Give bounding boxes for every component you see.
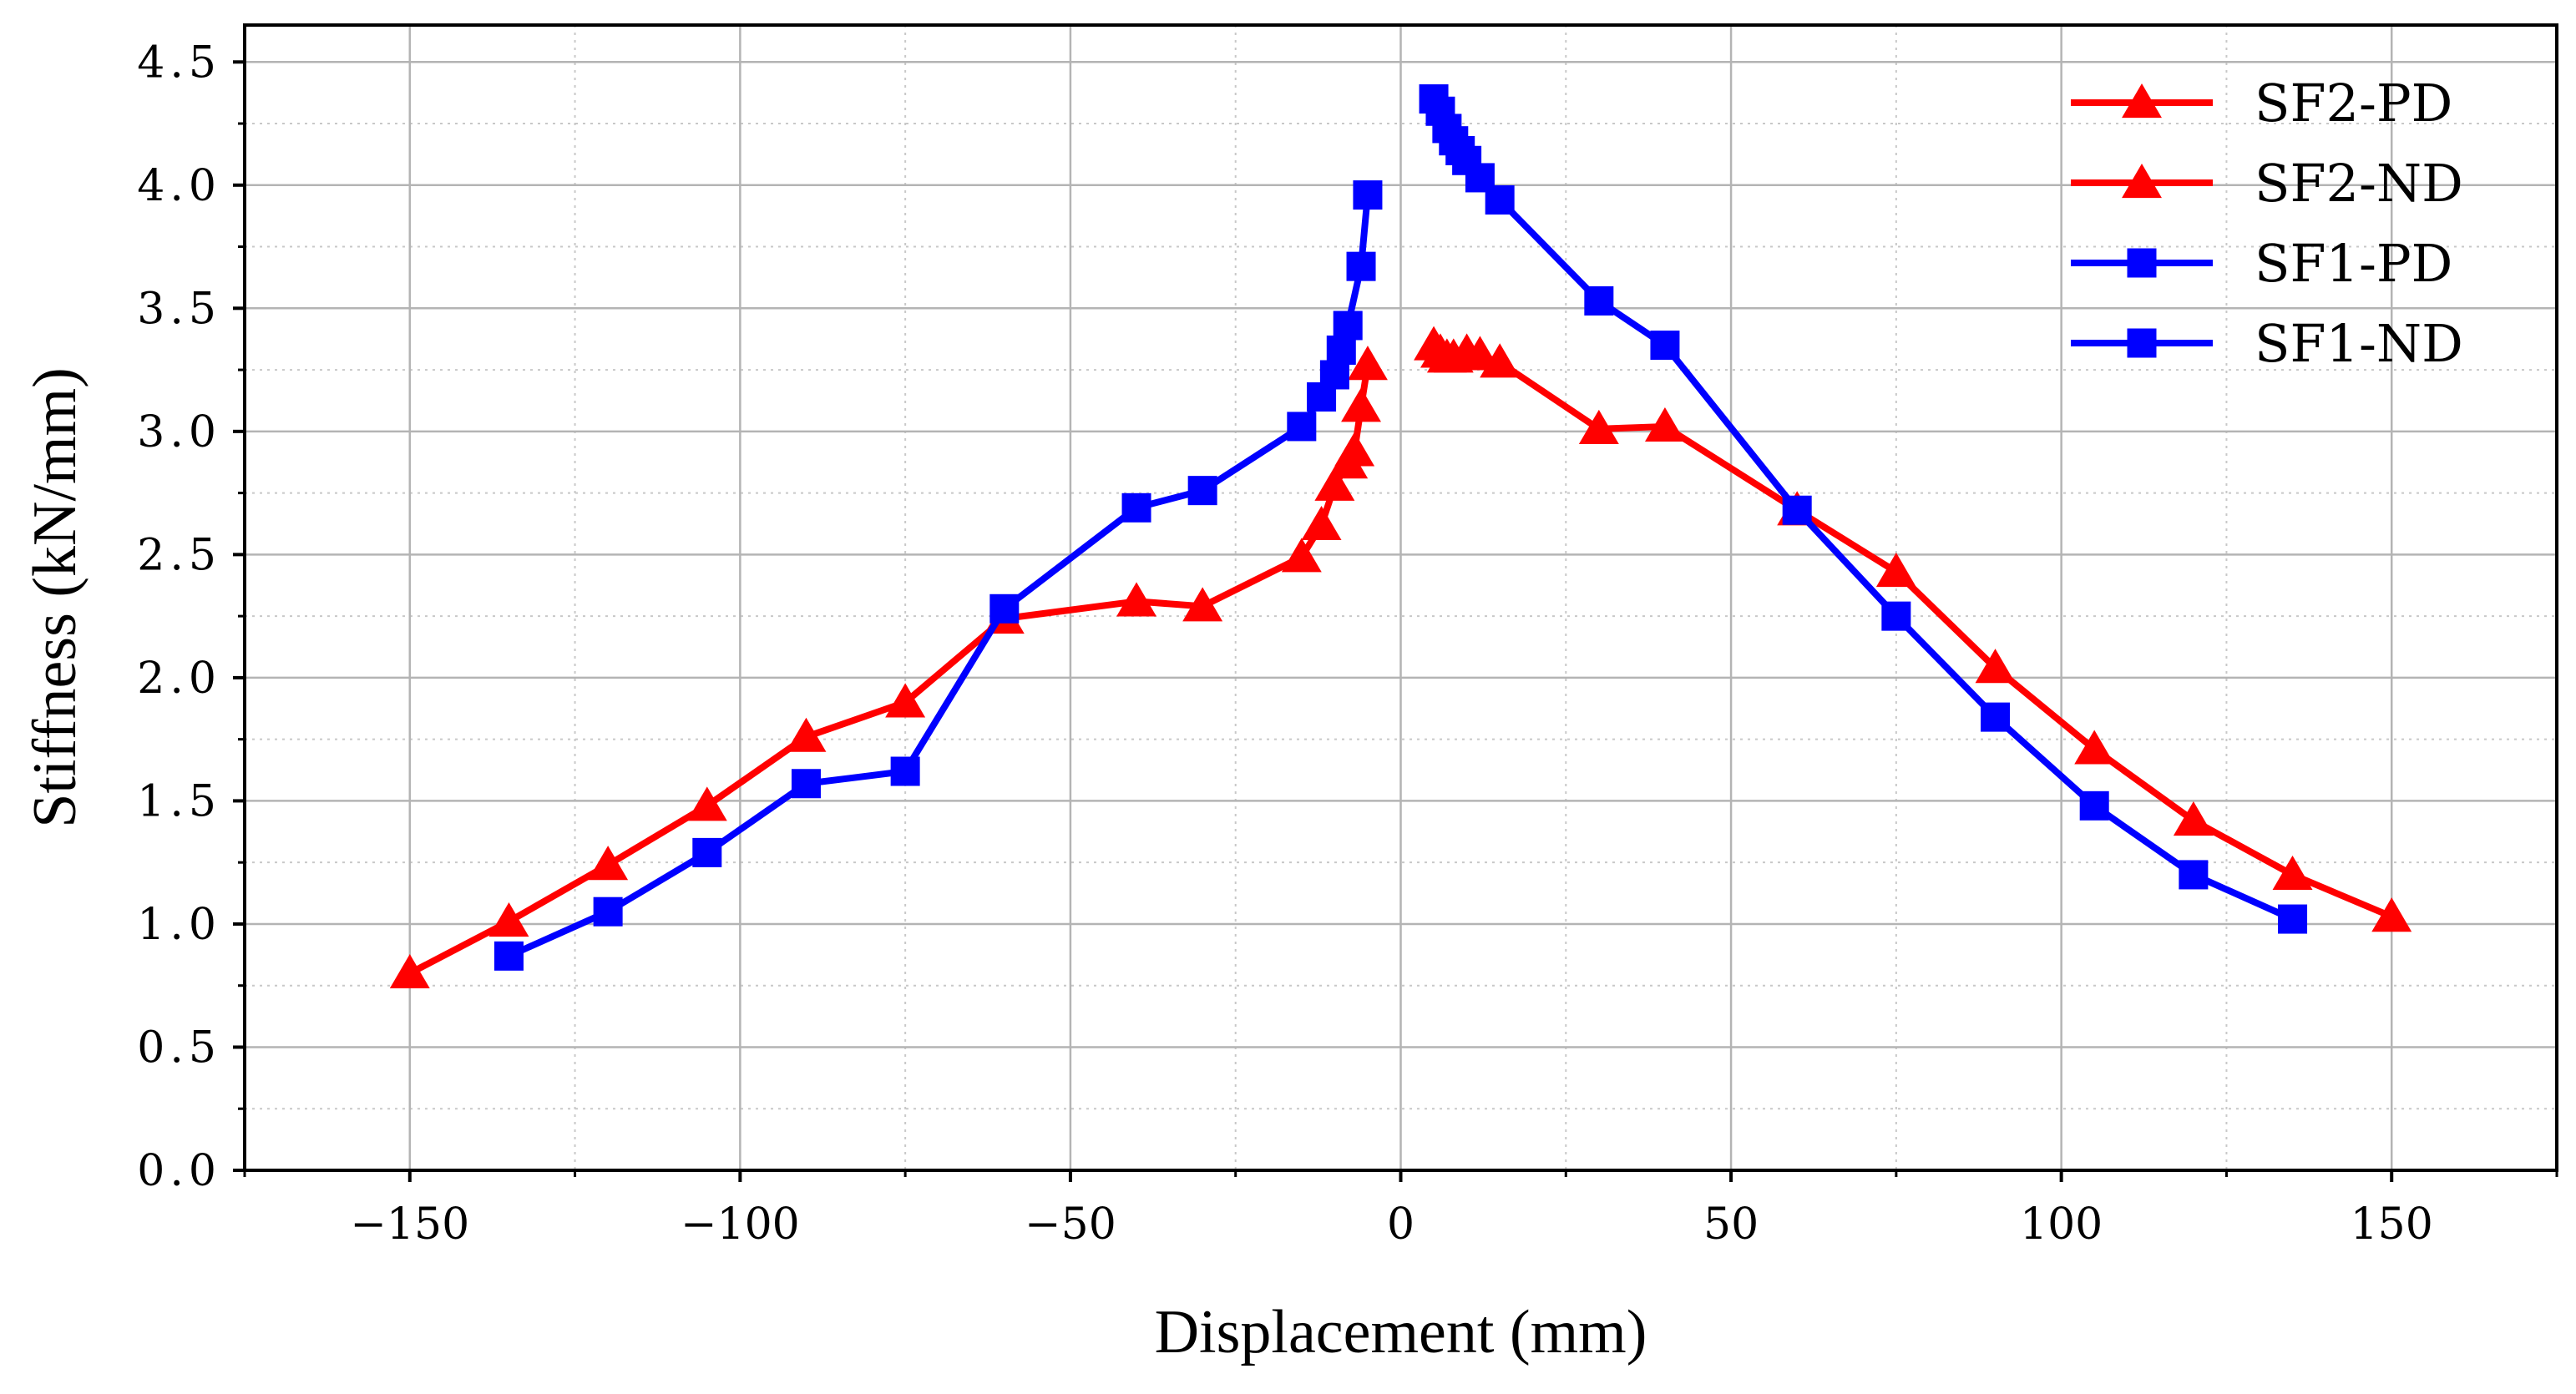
data-point-sf1-pd: [1881, 601, 1911, 631]
y-tick-label: 1.0: [137, 900, 221, 950]
data-point-sf2-nd: [389, 953, 430, 989]
data-point-sf2-nd: [686, 786, 727, 821]
data-point-sf1-pd: [1981, 702, 2011, 732]
data-point-sf2-pd: [2272, 855, 2313, 891]
data-point-sf2-nd: [1116, 582, 1157, 617]
data-point-sf1-nd: [1346, 251, 1376, 281]
legend-marker: [2127, 248, 2157, 278]
data-point-sf2-pd: [1644, 407, 1685, 442]
data-point-sf2-pd: [1975, 649, 2016, 684]
y-tick-label: 4.5: [137, 38, 221, 88]
y-tick-label: 1.5: [137, 776, 221, 826]
x-tick-label: 50: [1703, 1200, 1759, 1250]
data-point-sf1-nd: [1121, 492, 1151, 523]
data-point-sf1-pd: [1584, 285, 1614, 316]
data-point-sf2-pd: [1578, 409, 1619, 444]
data-point-sf2-pd: [2074, 730, 2115, 765]
data-point-sf2-nd: [786, 717, 827, 752]
data-point-sf1-pd: [1782, 495, 1812, 525]
y-tick-label: 0.5: [137, 1023, 221, 1073]
legend-entry-sf1-pd: SF1-PD: [2071, 233, 2452, 294]
y-tick-label: 0.0: [137, 1146, 221, 1196]
x-axis-title: Displacement (mm): [1155, 1298, 1647, 1366]
data-point-sf2-pd: [1875, 553, 1916, 588]
data-point-sf1-nd: [493, 941, 524, 971]
data-point-sf1-pd: [1650, 331, 1680, 361]
x-tick-label: −150: [350, 1200, 469, 1250]
y-tick-label: 2.5: [137, 530, 221, 580]
data-point-sf2-nd: [588, 846, 629, 881]
legend-entry-sf2-nd: SF2-ND: [2071, 153, 2463, 214]
data-point-sf2-pd: [1480, 343, 1521, 378]
data-point-sf1-nd: [1333, 311, 1363, 341]
data-point-sf2-pd: [2371, 897, 2412, 932]
series-sf1-pd: [1419, 84, 2308, 934]
x-tick-label: 0: [1387, 1200, 1415, 1250]
data-point-sf2-pd: [2173, 801, 2214, 836]
legend-marker: [2127, 328, 2157, 358]
series-layer: [389, 84, 2412, 989]
data-point-sf1-nd: [593, 897, 623, 927]
series-sf2-pd: [1414, 326, 2412, 932]
y-tick-label: 3.5: [137, 284, 221, 334]
data-point-sf1-pd: [2079, 790, 2109, 821]
y-tick-label: 2.0: [137, 654, 221, 704]
data-point-sf2-nd: [1301, 505, 1342, 541]
data-point-sf2-nd: [488, 902, 529, 937]
y-axis-title: Stiffness (kN/mm): [21, 367, 89, 828]
data-point-sf2-nd: [1314, 466, 1355, 501]
data-point-sf1-nd: [1287, 412, 1317, 442]
data-point-sf2-nd: [885, 683, 926, 718]
data-point-sf1-nd: [890, 756, 920, 786]
series-sf1-nd: [493, 180, 1383, 971]
axis-ticks: [233, 60, 2558, 1182]
data-point-sf1-nd: [1326, 335, 1356, 365]
y-tick-label: 4.0: [137, 161, 221, 211]
legend-label: SF2-ND: [2255, 153, 2463, 214]
legend: SF2-PD SF2-ND SF1-PD SF1-ND: [2071, 73, 2463, 374]
x-tick-label: −50: [1025, 1200, 1116, 1250]
data-point-sf1-pd: [2278, 904, 2308, 934]
data-point-sf2-nd: [1347, 346, 1388, 381]
data-point-sf1-nd: [692, 837, 722, 867]
data-point-sf1-nd: [791, 769, 821, 799]
legend-marker: [2122, 83, 2162, 119]
x-tick-label: −100: [681, 1200, 800, 1250]
legend-label: SF2-PD: [2255, 73, 2452, 134]
x-tick-label: 150: [2351, 1200, 2433, 1250]
data-point-sf1-pd: [1485, 184, 1515, 215]
legend-entry-sf2-pd: SF2-PD: [2071, 73, 2452, 134]
legend-label: SF1-PD: [2255, 233, 2452, 294]
legend-marker: [2122, 164, 2162, 199]
data-point-sf2-nd: [1328, 444, 1369, 479]
data-point-sf2-nd: [1281, 538, 1322, 573]
legend-label: SF1-ND: [2255, 313, 2463, 374]
data-point-sf1-nd: [1187, 476, 1217, 506]
x-tick-label: 100: [2020, 1200, 2103, 1250]
data-point-sf2-nd: [1341, 387, 1382, 422]
axis-tick-labels: 0.0 0.5 1.0 1.5 2.0 2.5 3.0 3.5 4.0 4.5 −150 −100 −5…: [137, 38, 2433, 1250]
data-point-sf2-nd: [1182, 587, 1223, 622]
legend-entry-sf1-nd: SF1-ND: [2071, 313, 2463, 374]
data-point-sf1-nd: [1307, 382, 1337, 412]
y-tick-label: 3.0: [137, 407, 221, 457]
data-point-sf1-pd: [2179, 860, 2209, 890]
data-point-sf1-nd: [989, 593, 1020, 624]
data-point-sf1-nd: [1353, 180, 1383, 210]
